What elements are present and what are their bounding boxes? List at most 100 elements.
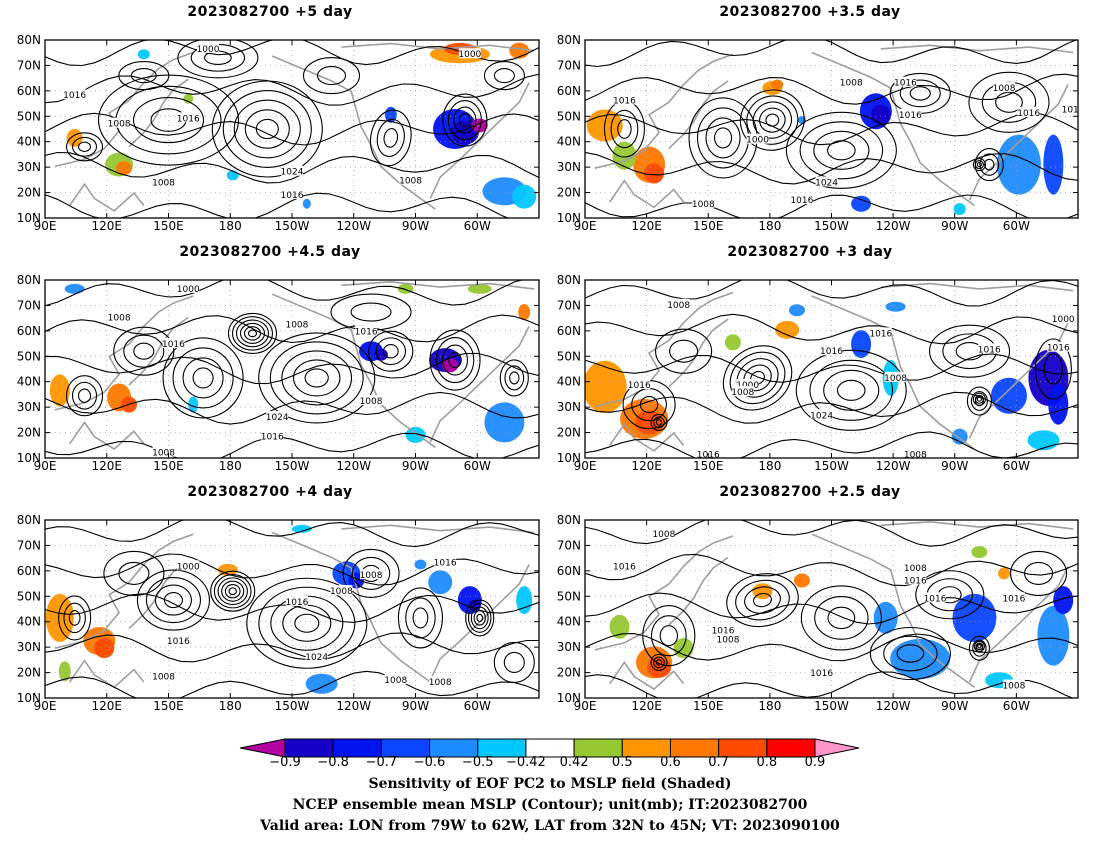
sensitivity-shade bbox=[414, 559, 427, 570]
isobar bbox=[722, 345, 793, 411]
isobar bbox=[118, 561, 150, 585]
sensitivity-shade bbox=[885, 301, 906, 312]
lon-tick-label: 150W bbox=[275, 459, 310, 470]
lon-tick-label: 120W bbox=[336, 459, 371, 470]
isobar bbox=[800, 585, 882, 651]
lat-tick-label: 20N bbox=[557, 186, 581, 200]
isobar bbox=[642, 605, 696, 667]
isobar bbox=[809, 359, 894, 421]
isobar bbox=[585, 194, 1078, 218]
isobar bbox=[192, 367, 214, 389]
isobar bbox=[294, 613, 320, 633]
coastline bbox=[69, 420, 145, 451]
isobar bbox=[705, 117, 741, 159]
lat-tick-label: 40N bbox=[557, 375, 581, 389]
sensitivity-shade bbox=[49, 374, 70, 407]
isobar bbox=[814, 596, 869, 640]
contour-label: 1016 bbox=[820, 347, 843, 357]
sensitivity-shade bbox=[188, 396, 199, 413]
contour-label: 1008 bbox=[884, 374, 907, 384]
panel-title: 2023082700 +3.5 day bbox=[719, 4, 901, 20]
isobar bbox=[585, 633, 1078, 662]
isobar bbox=[77, 141, 92, 153]
contour-label: 1008 bbox=[840, 79, 863, 89]
lon-tick-label: 120E bbox=[92, 219, 123, 230]
contour-label: 1008 bbox=[993, 84, 1016, 94]
isobar bbox=[130, 68, 157, 84]
lat-tick-label: 30N bbox=[557, 400, 581, 414]
isobar bbox=[585, 313, 1078, 345]
isobar bbox=[132, 97, 205, 144]
contour-label: 1008 bbox=[152, 449, 175, 459]
isobar bbox=[65, 132, 104, 162]
isobar bbox=[145, 577, 201, 624]
lon-tick-label: 120W bbox=[336, 699, 371, 710]
colorbar bbox=[240, 738, 860, 758]
isobar bbox=[77, 388, 92, 403]
panel-title: 2023082700 +2.5 day bbox=[719, 484, 901, 500]
isobar bbox=[655, 328, 713, 374]
isobar bbox=[405, 597, 436, 639]
lat-tick-label: 10N bbox=[557, 691, 581, 705]
lon-tick-label: 180 bbox=[219, 699, 242, 710]
sensitivity-shade bbox=[183, 93, 194, 104]
isobar bbox=[442, 93, 488, 147]
sensitivity-shade bbox=[397, 283, 414, 294]
sensitivity-shade bbox=[635, 410, 664, 435]
isobar bbox=[246, 577, 368, 669]
isobar bbox=[211, 80, 323, 178]
lat-tick-label: 70N bbox=[557, 538, 581, 552]
isobar bbox=[669, 339, 699, 363]
lat-tick-label: 60N bbox=[17, 84, 41, 98]
contour-label: 1016 bbox=[869, 329, 892, 339]
contour-label: 1008 bbox=[692, 200, 715, 210]
contour-label: 1016 bbox=[790, 196, 813, 206]
isobar bbox=[735, 579, 790, 621]
isobar bbox=[441, 344, 469, 376]
isobar bbox=[45, 280, 525, 307]
sensitivity-shade bbox=[673, 638, 694, 659]
isobar bbox=[224, 583, 241, 599]
coastline bbox=[811, 51, 975, 207]
lat-tick-label: 20N bbox=[557, 426, 581, 440]
sensitivity-shade bbox=[953, 203, 966, 216]
isobar bbox=[915, 570, 985, 620]
lat-tick-label: 70N bbox=[17, 58, 41, 72]
lon-tick-label: 150E bbox=[693, 699, 724, 710]
coastline bbox=[880, 282, 1074, 292]
isobar bbox=[376, 118, 405, 157]
isobar bbox=[45, 151, 539, 184]
isobar bbox=[118, 61, 170, 91]
sensitivity-shade bbox=[1053, 586, 1074, 615]
lat-tick-label: 80N bbox=[557, 273, 581, 287]
sensitivity-shade bbox=[724, 334, 741, 351]
map-plot: 1000 1016 1008 1016 1024 1016 1008 1008 1008 1008… bbox=[17, 513, 540, 710]
isobar bbox=[316, 66, 347, 86]
isobar bbox=[869, 626, 951, 681]
isobar bbox=[136, 569, 210, 631]
isobar bbox=[759, 107, 786, 133]
contour-label: 1016 bbox=[434, 559, 457, 569]
isobar bbox=[979, 153, 1000, 176]
lon-tick-label: 120E bbox=[631, 699, 662, 710]
isobar bbox=[258, 332, 376, 424]
lon-tick-label: 180 bbox=[758, 219, 781, 230]
coastline bbox=[341, 280, 535, 290]
isobar bbox=[493, 68, 515, 84]
contour-label: 1008 bbox=[285, 321, 308, 331]
lat-tick-label: 40N bbox=[557, 135, 581, 149]
lon-tick-label: 90E bbox=[574, 699, 597, 710]
panel-title: 2023082700 +4.5 day bbox=[179, 244, 361, 260]
contour-label: 1024 bbox=[305, 653, 328, 663]
isobar bbox=[977, 644, 982, 649]
lon-tick-label: 150E bbox=[693, 459, 724, 470]
lon-tick-label: 120W bbox=[336, 219, 371, 230]
sensitivity-shade bbox=[851, 195, 872, 212]
isobar bbox=[984, 158, 995, 171]
lat-tick-label: 40N bbox=[17, 135, 41, 149]
isobar bbox=[45, 520, 539, 548]
panel-plus3-day: 2023082700 +3 day 1008 1016 1000 1016 1016 10… bbox=[540, 240, 1080, 470]
isobar bbox=[383, 128, 399, 148]
lat-tick-label: 70N bbox=[17, 538, 41, 552]
lon-tick-label: 90W bbox=[402, 699, 429, 710]
